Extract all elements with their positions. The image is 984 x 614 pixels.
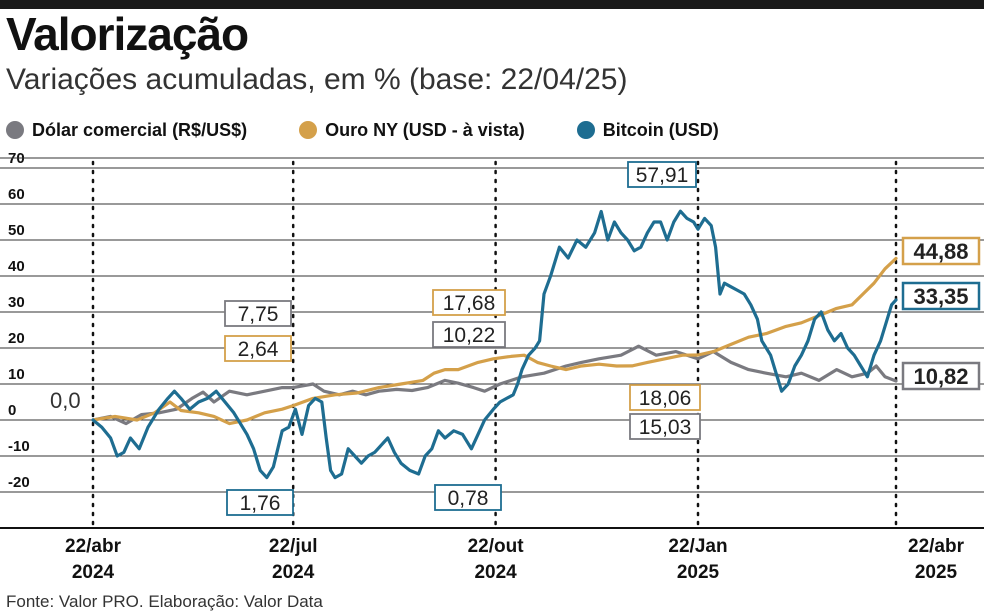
chart-title: Valorização: [6, 8, 249, 60]
x-tick-label: 22/out: [468, 536, 525, 557]
y-tick-label: -20: [8, 474, 30, 491]
annotation-box: [432, 321, 506, 348]
annotation-box: [224, 300, 292, 327]
annotation-label: 15,03: [639, 416, 692, 439]
annotation-box: [901, 361, 981, 391]
annotation-label: 18,06: [639, 387, 692, 410]
series-line-dolar: [91, 344, 898, 426]
legend-label-dolar: Dólar comercial (R$/US$): [32, 119, 248, 140]
annotation-box: [627, 161, 697, 188]
y-tick-label: 40: [8, 258, 25, 275]
annotation-label: 57,91: [636, 164, 689, 187]
x-tick-label: 22/Jan: [668, 536, 727, 557]
x-tick-label: 22/abr: [65, 536, 122, 557]
legend-dot-bitcoin: [576, 121, 595, 139]
annotation-base-label: 0,0: [50, 388, 81, 413]
annotation-label: 7,75: [238, 303, 279, 326]
x-tick-label-year: 2024: [72, 562, 115, 583]
y-tick-label: 20: [8, 330, 25, 347]
x-tick-label: 22/abr: [908, 536, 965, 557]
annotation-box: [226, 489, 294, 516]
legend: Dólar comercial (R$/US$) Ouro NY (USD - …: [6, 116, 771, 144]
annotation-box: [224, 335, 292, 362]
x-tick-label-year: 2025: [677, 562, 720, 583]
x-tick-label: 22/jul: [269, 536, 318, 557]
annotation-label: 44,88: [913, 239, 968, 264]
annotation-box: [901, 236, 981, 266]
annotation-box: [629, 384, 701, 411]
annotation-box: [629, 413, 701, 440]
legend-item-dolar: Dólar comercial (R$/US$): [6, 120, 247, 141]
legend-label-bitcoin: Bitcoin (USD): [602, 119, 719, 140]
annotation-box: [432, 289, 506, 316]
y-tick-label: 60: [8, 186, 25, 203]
annotation-label: 10,22: [443, 324, 496, 347]
legend-item-ouro: Ouro NY (USD - à vista): [299, 120, 525, 141]
source-note: Fonte: Valor PRO. Elaboração: Valor Data: [6, 592, 323, 611]
line-chart: -20-1001020304050607022/abr202422/jul202…: [0, 150, 984, 583]
legend-dot-dolar: [6, 121, 24, 139]
annotation-label: 33,35: [913, 284, 968, 309]
y-tick-label: 30: [8, 294, 25, 311]
series-line-bitcoin: [91, 209, 898, 480]
annotation-box: [901, 281, 981, 311]
series-line-ouro: [91, 256, 898, 426]
legend-dot-ouro: [299, 121, 318, 139]
legend-label-ouro: Ouro NY (USD - à vista): [325, 119, 525, 140]
annotation-label: 1,76: [240, 492, 281, 515]
legend-item-bitcoin: Bitcoin (USD): [576, 119, 719, 141]
y-tick-label: 50: [8, 222, 25, 239]
annotation-label: 2,64: [238, 338, 279, 361]
annotation-label: 0,78: [448, 487, 489, 510]
chart-subtitle: Variações acumuladas, em % (base: 22/04/…: [6, 63, 628, 96]
top-rule: [0, 0, 984, 9]
y-tick-label: 0: [8, 402, 16, 419]
y-tick-label: -10: [8, 438, 30, 455]
x-tick-label-year: 2024: [474, 562, 517, 583]
x-tick-label-year: 2025: [915, 562, 958, 583]
annotation-label: 17,68: [443, 292, 496, 315]
y-tick-label: 10: [8, 366, 25, 383]
x-tick-label-year: 2024: [272, 562, 315, 583]
annotation-label: 10,82: [913, 364, 968, 389]
annotation-box: [434, 484, 502, 511]
